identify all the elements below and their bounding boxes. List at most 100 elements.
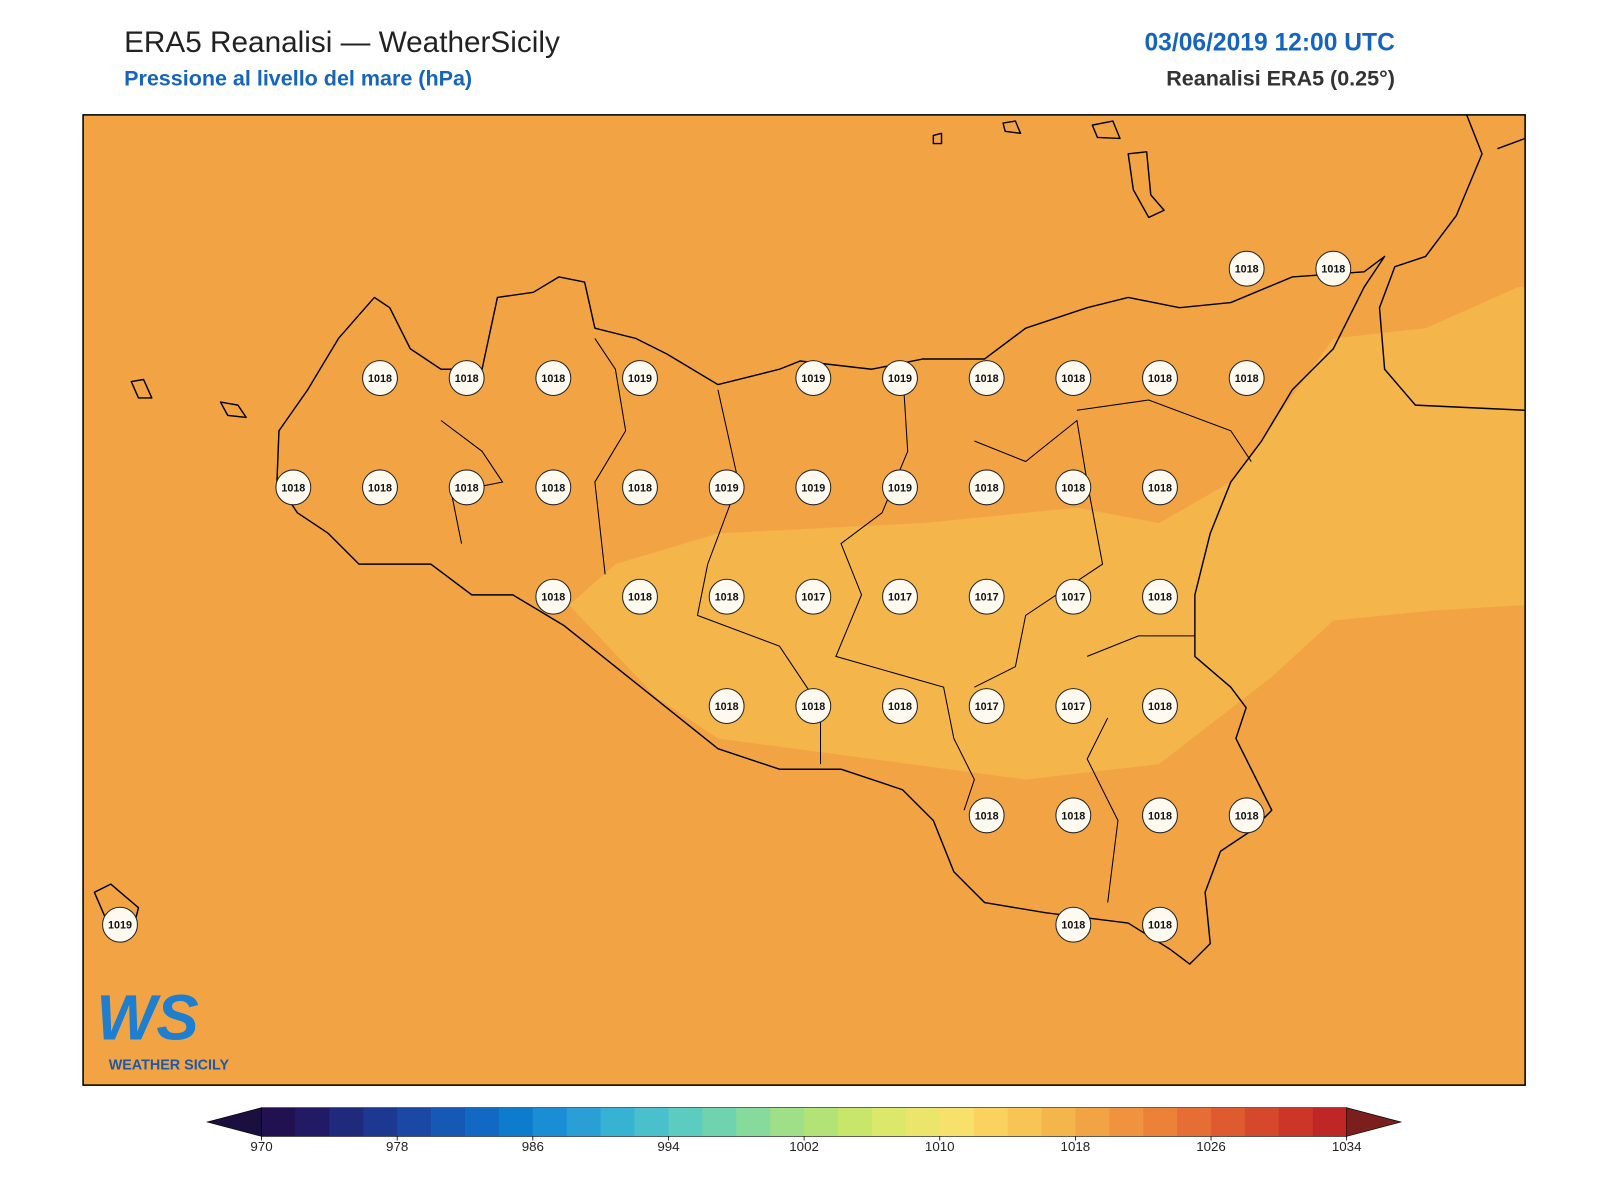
station-marker (882, 578, 918, 615)
station-value: 1019 (888, 373, 912, 385)
colorbar-bin (431, 1107, 466, 1137)
station-marker (795, 360, 832, 397)
colorbar-bin (736, 1107, 771, 1137)
station-marker (275, 469, 312, 506)
station-marker (708, 469, 745, 506)
station-value: 1018 (281, 482, 305, 494)
station-value: 1018 (1235, 264, 1259, 276)
station-value: 1018 (541, 482, 565, 494)
colorbar-bin (871, 1107, 907, 1137)
station-marker (708, 688, 745, 725)
station-marker (1142, 797, 1178, 834)
station-value: 1018 (715, 592, 739, 604)
station-value: 1018 (1148, 373, 1172, 385)
colorbar-tick-label: 1010 (925, 1139, 955, 1154)
colorbar-bin (1312, 1107, 1347, 1137)
datetime: 03/06/2019 12:00 UTC (1144, 30, 1395, 57)
station-value: 1018 (1321, 264, 1345, 276)
colorbar-bin (1109, 1107, 1144, 1137)
colorbar-bin (838, 1107, 873, 1137)
colorbar-bin (329, 1107, 364, 1137)
pressure-field (83, 114, 1526, 1086)
station-value: 1018 (1061, 373, 1085, 385)
station-value: 1018 (975, 810, 999, 822)
station-value: 1018 (1061, 810, 1085, 822)
station-marker (362, 469, 398, 506)
colorbar-bin (1075, 1107, 1110, 1137)
colorbar-bin (973, 1107, 1008, 1137)
colorbar-bin (465, 1107, 500, 1137)
station-value: 1018 (1061, 920, 1085, 932)
station-marker (535, 469, 572, 506)
station-value: 1018 (455, 482, 479, 494)
station-value: 1018 (1148, 920, 1172, 932)
colorbar-tick-label: 978 (386, 1139, 408, 1154)
station-value: 1017 (975, 592, 999, 604)
station-marker (968, 578, 1005, 615)
station-marker (1228, 797, 1265, 834)
colorbar-bin (770, 1107, 805, 1137)
station-value: 1018 (801, 701, 825, 713)
province-borders (440, 338, 1252, 903)
colorbar-tick-label: 986 (522, 1139, 544, 1154)
station-marker (535, 360, 572, 397)
station-marker (448, 360, 485, 397)
station-marker (882, 688, 918, 725)
station-value: 1019 (628, 373, 652, 385)
station-marker (968, 360, 1005, 397)
station-value: 1019 (888, 482, 912, 494)
station-value: 1018 (1235, 810, 1259, 822)
colorbar-bin (1007, 1107, 1042, 1137)
station-value: 1018 (975, 482, 999, 494)
station-marker (1228, 250, 1265, 287)
sicily-coast (276, 255, 1386, 965)
station-labels: 1018 1018 1018 1018 1018 1019 1019 1019 1018 1018… (102, 250, 1352, 943)
station-value: 1018 (1148, 482, 1172, 494)
logo-name: WEATHER SICILY (109, 1057, 230, 1073)
station-marker (968, 469, 1005, 506)
station-value: 1018 (888, 701, 912, 713)
station-value: 1018 (628, 482, 652, 494)
station-value: 1018 (455, 373, 479, 385)
station-value: 1018 (1235, 373, 1259, 385)
colorbar-bin (804, 1107, 839, 1137)
colorbar-bin (1177, 1107, 1212, 1137)
colorbar-bin (532, 1107, 568, 1137)
station-value: 1018 (975, 373, 999, 385)
colorbar-bin (295, 1107, 330, 1137)
station-marker (1142, 906, 1178, 943)
station-marker (622, 469, 658, 506)
colorbar-extend-low (205, 1107, 262, 1137)
station-value: 1018 (541, 373, 565, 385)
station-marker (795, 578, 832, 615)
station-marker (1315, 250, 1352, 287)
station-marker (362, 360, 398, 397)
station-marker (622, 578, 658, 615)
colorbar-bin (702, 1107, 737, 1137)
colorbar-bin (668, 1107, 703, 1137)
colorbar-tick-label: 1002 (789, 1139, 819, 1154)
colorbar-bin (1244, 1107, 1280, 1137)
station-marker (1228, 360, 1265, 397)
subtitle: Pressione al livello del mare (hPa) (124, 67, 472, 91)
colorbar-bin (1041, 1107, 1076, 1137)
station-value: 1017 (975, 701, 999, 713)
station-value: 1018 (368, 373, 392, 385)
station-value: 1017 (1061, 701, 1085, 713)
logo-mark: WS (96, 982, 198, 1053)
station-value: 1018 (1148, 592, 1172, 604)
title: ERA5 Reanalisi — WeatherSicily (124, 26, 560, 59)
field-band (569, 287, 1526, 780)
station-marker (882, 360, 918, 397)
station-marker (968, 688, 1005, 725)
station-marker (1142, 688, 1178, 725)
station-marker (1055, 797, 1092, 834)
station-marker (1055, 688, 1092, 725)
colorbar-tick-label: 970 (250, 1139, 272, 1154)
colorbar-tick-label: 1018 (1061, 1139, 1091, 1154)
colorbar-bin (600, 1107, 635, 1137)
station-marker (535, 578, 572, 615)
station-value: 1018 (1148, 701, 1172, 713)
station-value: 1018 (541, 592, 565, 604)
